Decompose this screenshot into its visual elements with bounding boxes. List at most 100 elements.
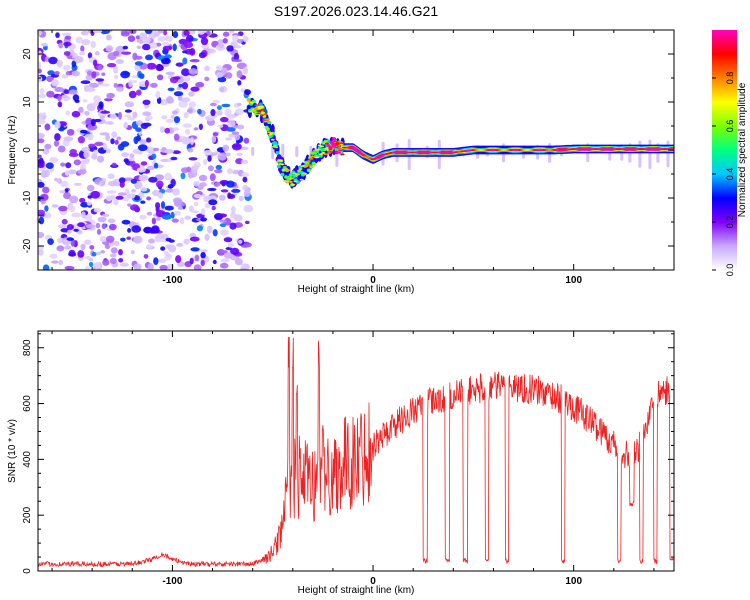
noise-blob — [170, 114, 176, 119]
noise-blob — [77, 136, 85, 144]
noise-blob — [84, 255, 92, 260]
noise-blob — [220, 67, 228, 75]
colorbar-tick-label: 0.8 — [725, 72, 735, 85]
colorbar-tick-label: 0.4 — [725, 168, 735, 181]
trace-cell — [249, 110, 254, 113]
noise-blob — [97, 155, 105, 163]
noise-blob — [121, 51, 132, 55]
noise-blob — [145, 115, 153, 121]
noise-blob — [187, 107, 194, 114]
noise-blob — [155, 202, 161, 209]
noise-blob — [184, 215, 192, 220]
noise-blob — [225, 152, 231, 157]
noise-blob — [54, 121, 61, 129]
trace-cell — [306, 168, 311, 173]
noise-blob — [220, 258, 230, 263]
noise-blob — [63, 41, 72, 47]
noise-blob — [183, 30, 190, 36]
noise-blob — [140, 122, 149, 129]
noise-blob — [175, 255, 182, 264]
noise-blob — [79, 50, 85, 56]
figure-title: S197.2026.023.14.46.G21 — [274, 3, 438, 19]
noise-blob — [67, 229, 72, 234]
noise-blob — [229, 222, 237, 230]
noise-blob — [116, 86, 124, 92]
trace-cell — [287, 178, 292, 181]
noise-blob — [236, 70, 243, 78]
noise-blob — [73, 228, 79, 232]
noise-blob — [111, 162, 117, 167]
noise-blob — [42, 264, 50, 270]
trace-cell — [280, 172, 285, 177]
noise-blob — [113, 240, 120, 247]
trace-cell — [316, 148, 321, 151]
noise-blob — [157, 36, 167, 42]
noise-blob — [189, 236, 200, 242]
noise-blob — [113, 199, 119, 206]
noise-blob — [230, 247, 240, 255]
trace-cell — [291, 183, 296, 186]
spectrogram-streak — [251, 146, 255, 156]
noise-blob — [222, 144, 230, 152]
noise-blob — [242, 35, 249, 43]
noise-blob — [219, 219, 227, 223]
noise-blob — [121, 219, 131, 225]
noise-blob — [226, 180, 235, 188]
noise-blob — [200, 37, 209, 46]
noise-blob — [134, 61, 144, 66]
noise-blob — [230, 205, 236, 214]
noise-blob — [204, 233, 210, 241]
noise-blob — [208, 48, 217, 54]
noise-blob — [237, 80, 242, 86]
noise-blob — [209, 102, 217, 107]
noise-blob — [181, 97, 191, 102]
noise-blob — [115, 195, 124, 200]
noise-blob — [128, 90, 137, 99]
noise-blob — [131, 225, 142, 233]
noise-blob — [156, 180, 164, 188]
trace-cell — [276, 153, 281, 160]
noise-blob — [183, 76, 191, 82]
noise-blob — [42, 186, 50, 194]
noise-blob — [140, 200, 146, 204]
noise-blob — [173, 91, 184, 97]
noise-blob — [139, 214, 147, 220]
trace-cell — [335, 141, 340, 146]
noise-blob — [122, 45, 128, 50]
noise-blob — [64, 245, 72, 250]
noise-blob — [81, 39, 91, 46]
noise-blob — [159, 264, 168, 270]
noise-blob — [80, 45, 85, 52]
noise-blob — [120, 141, 130, 147]
snr-background — [38, 331, 674, 571]
noise-blob — [44, 123, 51, 131]
noise-blob — [40, 42, 48, 47]
trace-cell — [269, 132, 274, 135]
noise-blob — [180, 201, 185, 207]
y-tick-label: 20 — [22, 48, 33, 60]
noise-blob — [176, 86, 182, 91]
noise-blob — [153, 147, 160, 152]
noise-blob — [93, 118, 102, 123]
noise-blob — [85, 74, 94, 81]
noise-blob — [166, 96, 174, 104]
noise-blob — [120, 70, 130, 79]
noise-blob — [146, 196, 152, 201]
noise-blob — [219, 250, 228, 254]
noise-blob — [138, 174, 149, 181]
noise-blob — [114, 139, 119, 145]
noise-blob — [207, 187, 217, 192]
trace-cell — [340, 153, 345, 156]
noise-blob — [138, 144, 148, 152]
noise-blob — [97, 64, 103, 71]
trace-cell — [273, 144, 278, 147]
noise-blob — [161, 57, 171, 65]
noise-blob — [146, 137, 152, 143]
trace-cell — [297, 169, 302, 172]
noise-blob — [199, 174, 208, 182]
colorbar-tick-label: 0.0 — [725, 264, 735, 277]
colorbar-ticks: 0.0 0.2 0.4 0.6 0.8 — [712, 72, 735, 277]
noise-blob — [245, 220, 250, 225]
noise-blob — [86, 70, 93, 76]
noise-blob — [142, 43, 151, 51]
